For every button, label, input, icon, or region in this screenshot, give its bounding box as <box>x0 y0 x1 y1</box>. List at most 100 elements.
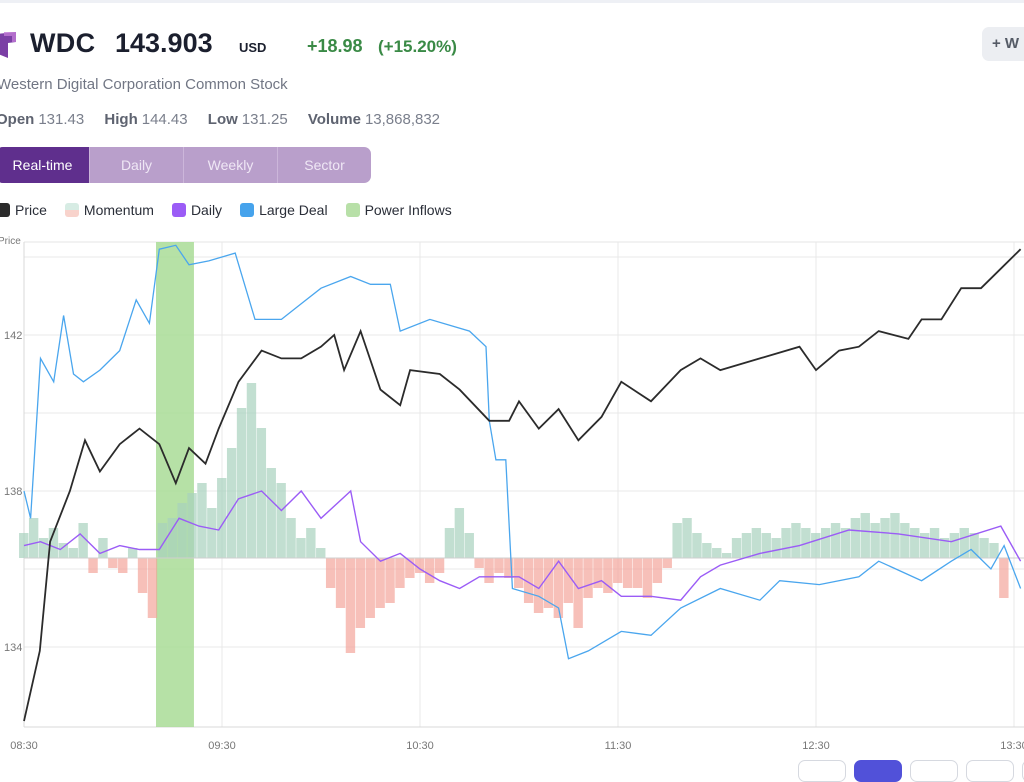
momentum-bar <box>197 483 207 558</box>
momentum-bar <box>840 528 851 558</box>
momentum-bar <box>929 528 940 558</box>
momentum-bar <box>514 558 524 588</box>
tab-real-time[interactable]: Real-time <box>0 147 89 183</box>
momentum-bar <box>474 558 484 568</box>
momentum-bar <box>662 558 672 568</box>
current-price: 143.903 <box>115 28 213 58</box>
timeframe-tabs: Real-time Daily Weekly Sector <box>0 147 371 183</box>
tab-sector[interactable]: Sector <box>277 147 371 183</box>
momentum-bar <box>523 558 534 603</box>
momentum-bar <box>98 538 108 558</box>
momentum-bar <box>850 518 861 558</box>
x-tick-label: 08:30 <box>10 740 38 752</box>
price-chart[interactable]: Price 134 138 142 08:30 09:30 10:30 11:30 12:30 1… <box>0 230 1024 768</box>
legend-swatch <box>0 203 10 217</box>
momentum-bar <box>830 523 841 558</box>
stat-open: Open 131.43 <box>0 111 84 128</box>
momentum-bar <box>712 548 722 558</box>
momentum-bar <box>217 478 227 558</box>
tab-daily[interactable]: Daily <box>89 147 183 183</box>
momentum-bar <box>405 558 415 578</box>
momentum-bar <box>444 528 455 558</box>
stat-label: High <box>104 111 138 128</box>
momentum-bar <box>226 448 237 558</box>
momentum-bar <box>702 543 712 558</box>
range-button[interactable] <box>910 760 958 782</box>
x-tick-label: 10:30 <box>406 740 434 752</box>
momentum-bar <box>880 518 890 558</box>
momentum-bar <box>860 513 870 558</box>
range-button-active[interactable] <box>854 760 902 782</box>
company-logo-icon <box>0 32 16 58</box>
momentum-bar <box>167 518 177 558</box>
range-button[interactable] <box>966 760 1014 782</box>
momentum-bar <box>613 558 623 583</box>
legend-large-deal[interactable]: Large Deal <box>240 202 328 218</box>
momentum-bar <box>38 538 49 558</box>
ticker-symbol: WDC <box>30 28 96 58</box>
momentum-bar <box>721 553 732 558</box>
momentum-bar <box>434 558 445 573</box>
momentum-bar <box>919 533 930 558</box>
add-watchlist-button[interactable]: + W <box>982 27 1024 61</box>
momentum-bar <box>375 558 385 608</box>
momentum-bar <box>484 558 494 583</box>
momentum-bar <box>672 523 682 558</box>
momentum-bar <box>424 558 435 583</box>
momentum-bar <box>632 558 643 588</box>
momentum-bar <box>504 558 514 578</box>
momentum-bar <box>949 533 960 558</box>
momentum-bar <box>68 548 78 558</box>
y-axis-title: Price <box>0 236 21 247</box>
momentum-bar <box>177 503 187 558</box>
price-change-percent: (+15.20%) <box>378 37 457 56</box>
momentum-bar <box>553 558 564 618</box>
momentum-bar <box>118 558 128 573</box>
momentum-bar <box>820 528 831 558</box>
momentum-bar <box>771 538 781 558</box>
momentum-bar <box>345 558 356 653</box>
chart-legend: Price Momentum Daily Large Deal Power In… <box>0 202 470 218</box>
momentum-bar <box>207 508 217 558</box>
legend-power-inflows[interactable]: Power Inflows <box>345 202 452 218</box>
legend-label: Power Inflows <box>364 202 452 218</box>
momentum-bar <box>19 533 29 558</box>
range-button[interactable] <box>798 760 846 782</box>
momentum-bar <box>147 558 158 618</box>
momentum-bar <box>187 493 197 558</box>
legend-label: Large Deal <box>259 202 328 218</box>
momentum-bar <box>296 538 306 558</box>
legend-price[interactable]: Price <box>0 202 47 218</box>
momentum-bar <box>573 558 583 628</box>
momentum-bar <box>306 528 316 558</box>
momentum-bar <box>999 558 1009 598</box>
momentum-bar <box>325 558 336 588</box>
legend-daily[interactable]: Daily <box>171 202 222 218</box>
momentum-bar <box>137 558 148 593</box>
stat-label: Volume <box>307 111 361 128</box>
momentum-bar <box>48 528 59 558</box>
momentum-bar <box>415 558 425 573</box>
momentum-bar <box>454 508 465 558</box>
momentum-bar <box>593 558 603 588</box>
legend-swatch <box>64 203 79 217</box>
momentum-bar <box>682 518 692 558</box>
x-tick-label: 11:30 <box>605 740 632 752</box>
stat-value: 131.43 <box>38 111 85 128</box>
legend-momentum[interactable]: Momentum <box>64 202 154 218</box>
y-tick-label: 142 <box>4 330 22 342</box>
momentum-bar <box>741 533 752 558</box>
x-tick-label: 12:30 <box>802 740 830 752</box>
momentum-bar <box>781 528 791 558</box>
momentum-bar <box>335 558 346 608</box>
tab-weekly[interactable]: Weekly <box>183 147 277 183</box>
momentum-bar <box>890 513 900 558</box>
large-deal-line <box>23 244 1022 660</box>
momentum-bar <box>78 523 88 558</box>
momentum-bar <box>900 523 910 558</box>
daily-line <box>23 489 1022 601</box>
legend-swatch <box>171 203 186 217</box>
momentum-bar <box>355 558 366 628</box>
stat-volume: Volume 13,868,832 <box>308 111 440 128</box>
momentum-bar <box>652 558 663 583</box>
